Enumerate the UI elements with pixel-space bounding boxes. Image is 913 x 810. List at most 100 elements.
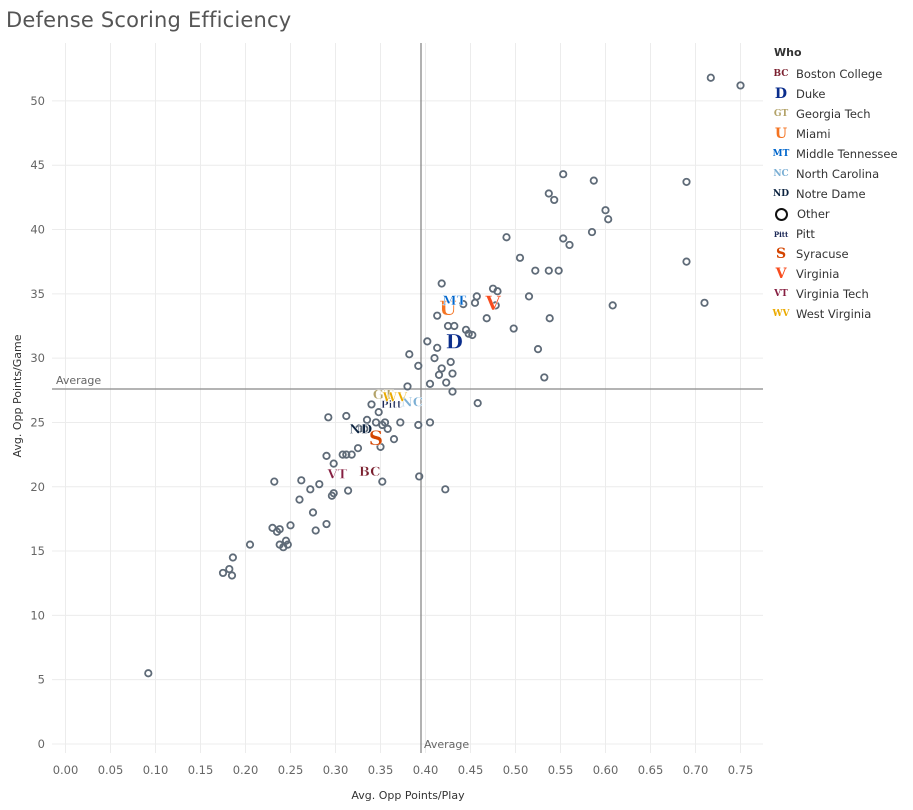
legend-item[interactable]: WV West Virginia: [772, 304, 912, 324]
data-point-other: [434, 370, 444, 379]
data-point-other: [459, 300, 468, 309]
y-tick-label: 10: [30, 608, 45, 622]
legend-item[interactable]: ND Notre Dame: [773, 184, 912, 204]
team-marks: BC D GT UMT NC ND Pitt S V VT WV: [326, 291, 501, 483]
team-logo-icon: WV: [772, 308, 790, 319]
data-point-other: [544, 266, 553, 275]
data-point-other: [682, 177, 691, 187]
data-point-other: [601, 206, 610, 215]
data-point-other: [608, 301, 617, 310]
team-logo-icon: NC: [773, 168, 789, 179]
legend-item[interactable]: Pitt Pitt: [774, 224, 912, 244]
data-point-other: [360, 424, 369, 433]
data-point-other: [367, 400, 376, 409]
data-point-other: [297, 476, 306, 485]
team-mark-middle-tennessee: MT: [442, 294, 466, 309]
team-mark-virginia: V: [484, 291, 501, 315]
data-point-other: [682, 257, 691, 266]
data-point-other: [283, 540, 292, 549]
x-average-label: Average: [424, 738, 469, 751]
data-point-other: [491, 301, 500, 310]
legend-title: Who: [774, 46, 802, 59]
data-point-other: [286, 521, 295, 530]
x-tick-label: 0.15: [188, 763, 214, 777]
team-mark-west-virginia: WV: [382, 390, 409, 405]
data-point-other: [281, 536, 291, 545]
data-point-other: [441, 485, 450, 494]
data-point-other: [473, 399, 482, 408]
data-point-other: [245, 540, 255, 549]
data-point-other: [437, 279, 446, 288]
team-mark-syracuse: S: [369, 426, 383, 450]
legend-item-label: Notre Dame: [796, 187, 866, 201]
team-logo-icon: S: [775, 246, 787, 262]
data-point-other: [308, 508, 318, 517]
x-tick-label: 0.05: [98, 763, 124, 777]
data-point-other: [414, 361, 423, 370]
x-axis-title: Avg. Opp Points/Play: [351, 789, 465, 802]
legend-item[interactable]: V Virginia: [774, 264, 912, 284]
data-point-other: [144, 669, 153, 678]
legend-item[interactable]: MT Middle Tennessee: [773, 144, 912, 164]
data-point-other: [433, 343, 442, 352]
legend-item[interactable]: BC Boston College: [774, 64, 912, 84]
data-point-other: [559, 170, 568, 179]
data-point-other: [515, 253, 525, 262]
data-point-other: [425, 418, 435, 427]
legend-item-label: Georgia Tech: [796, 107, 871, 121]
data-point-other: [493, 287, 502, 296]
x-tick-label: 0.20: [233, 763, 259, 777]
data-point-other: [295, 495, 304, 504]
x-tick-label: 0.70: [683, 763, 709, 777]
data-point-other: [509, 324, 518, 333]
legend-item-label: Miami: [796, 127, 831, 141]
data-point-other: [470, 298, 480, 307]
team-logo-icon: GT: [773, 108, 789, 119]
data-point-other: [354, 424, 363, 433]
data-point-other: [448, 387, 457, 396]
legend-item-label: Boston College: [796, 67, 883, 81]
legend-item[interactable]: S Syracuse: [774, 244, 912, 264]
data-point-other: [559, 234, 568, 243]
legend-item[interactable]: Other: [774, 204, 912, 224]
team-mark-pitt: Pitt: [381, 400, 402, 411]
grid-lines: [52, 43, 763, 753]
x-tick-label: 0.30: [323, 763, 349, 777]
data-point-other: [587, 227, 597, 237]
data-point-other: [324, 413, 333, 422]
data-point-other: [322, 519, 331, 529]
legend-item[interactable]: NC North Carolina: [773, 164, 912, 184]
y-tick-label: 25: [30, 415, 45, 429]
data-point-other: [389, 435, 399, 444]
legend-item[interactable]: U Miami: [774, 124, 912, 144]
data-point-other: [275, 525, 284, 534]
y-average-label: Average: [56, 374, 101, 387]
legend-item[interactable]: GT Georgia Tech: [774, 104, 912, 124]
data-point-other: [442, 378, 451, 387]
data-point-other: [327, 491, 336, 500]
data-point-other: [403, 382, 412, 391]
data-point-other: [423, 337, 432, 346]
legend-item-label: Middle Tennessee: [796, 147, 898, 161]
x-tick-label: 0.55: [548, 763, 574, 777]
legend-item[interactable]: VT Virginia Tech: [774, 284, 912, 304]
other-points: [144, 73, 745, 678]
data-point-other: [342, 450, 351, 459]
legend-item[interactable]: D Duke: [774, 84, 912, 104]
data-point-other: [425, 379, 435, 388]
data-point-other: [414, 420, 423, 430]
x-tick-label: 0.60: [593, 763, 619, 777]
data-point-other: [544, 189, 553, 198]
team-logo-icon: Pitt: [773, 229, 789, 239]
data-point-other: [604, 215, 613, 224]
data-point-other: [343, 486, 353, 495]
data-point-other: [437, 364, 446, 373]
data-point-other: [430, 354, 439, 363]
y-tick-label: 15: [30, 544, 45, 558]
data-point-other: [589, 176, 598, 185]
team-logo-icon: BC: [773, 68, 789, 79]
team-mark-north-carolina: NC: [401, 396, 423, 411]
data-point-other: [315, 480, 324, 489]
data-point-other: [446, 357, 455, 367]
